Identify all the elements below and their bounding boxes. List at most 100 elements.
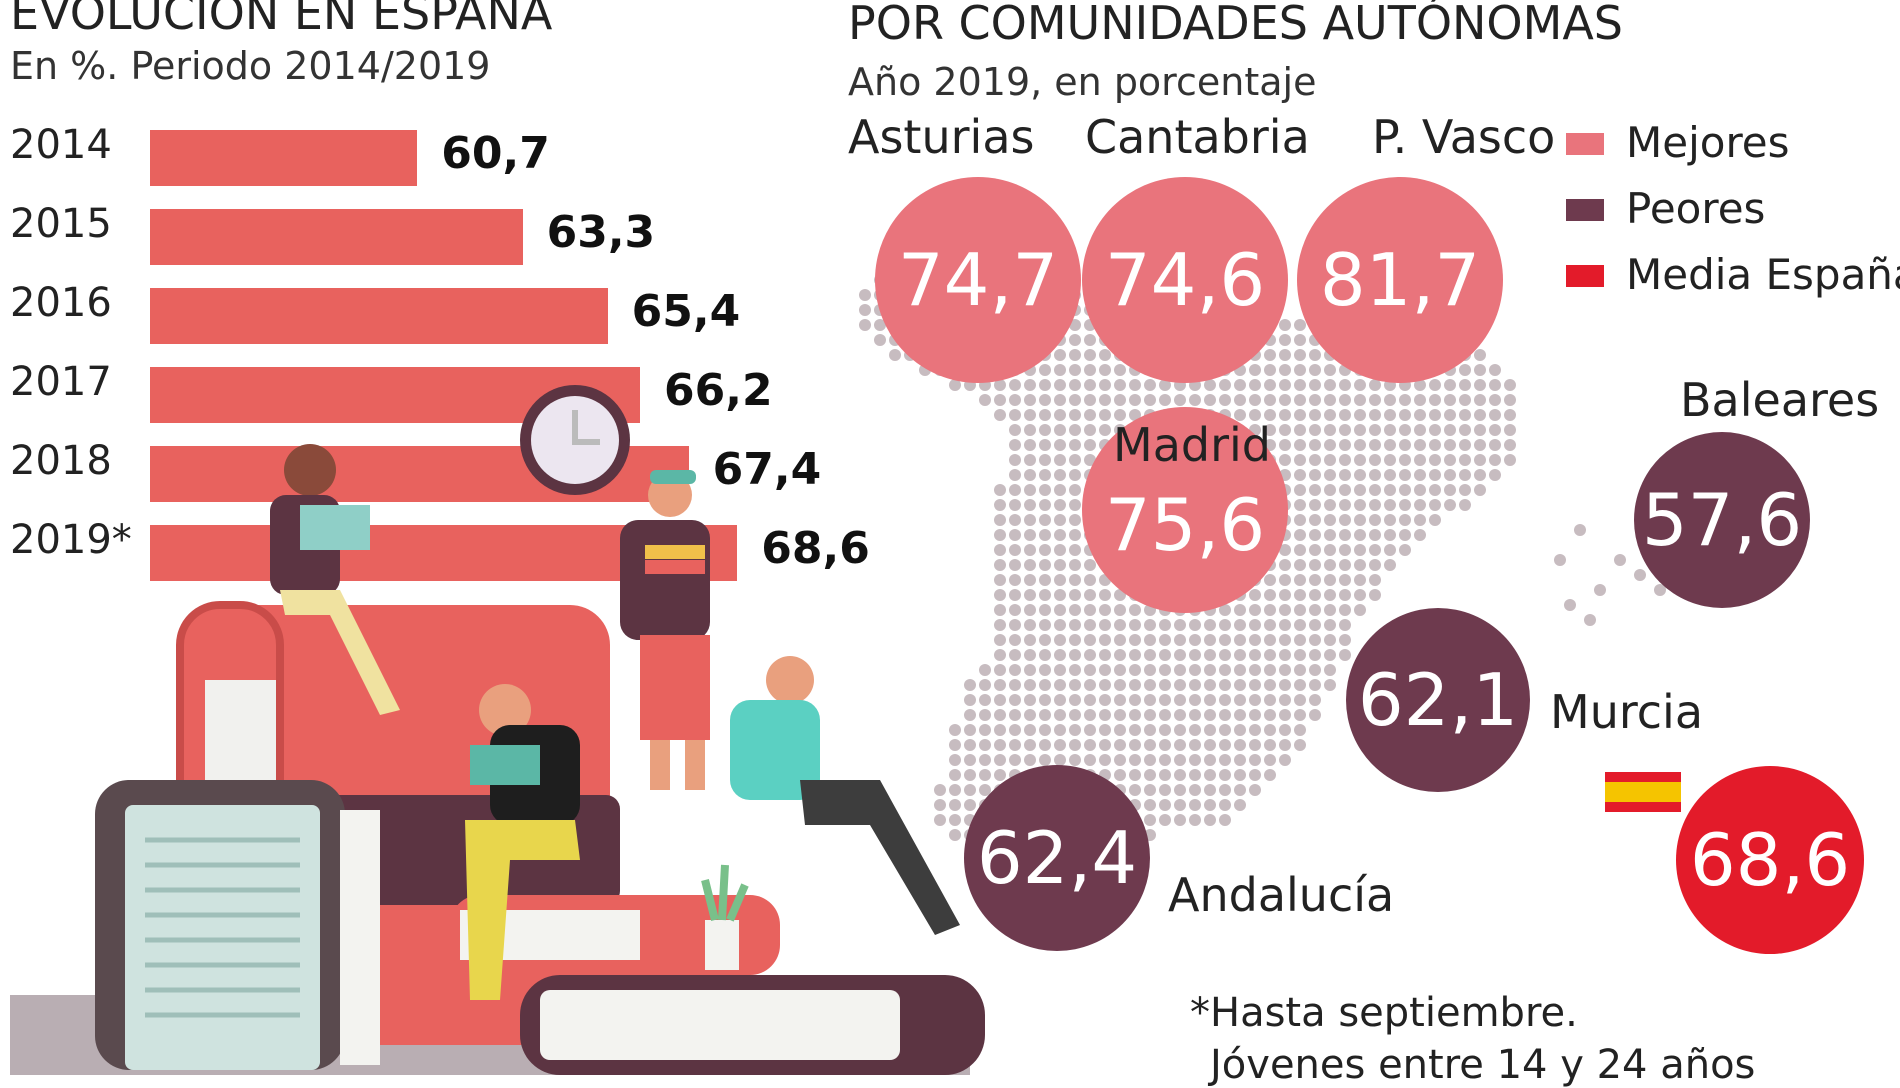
map-dot: [1279, 634, 1291, 646]
map-dot: [1219, 694, 1231, 706]
map-dot: [1294, 439, 1306, 451]
map-dot: [1324, 409, 1336, 421]
map-dot: [994, 589, 1006, 601]
map-dot: [964, 754, 976, 766]
map-dot: [1054, 589, 1066, 601]
map-dot: [1489, 439, 1501, 451]
map-dot: [1369, 454, 1381, 466]
map-dot: [1084, 379, 1096, 391]
map-dot: [1069, 664, 1081, 676]
map-dot: [1294, 709, 1306, 721]
map-dot: [1279, 649, 1291, 661]
map-dot: [1204, 754, 1216, 766]
map-dot: [1144, 739, 1156, 751]
map-dot: [1264, 409, 1276, 421]
map-dot: [1069, 364, 1081, 376]
map-dot: [1054, 694, 1066, 706]
region-value-label: 57,6: [1641, 478, 1803, 562]
map-dot: [1099, 424, 1111, 436]
map-dot: [1219, 724, 1231, 736]
map-dot: [979, 694, 991, 706]
map-dot: [1054, 649, 1066, 661]
map-dot: [1279, 319, 1291, 331]
map-dot: [1159, 814, 1171, 826]
map-dot: [994, 679, 1006, 691]
map-dot: [1279, 334, 1291, 346]
map-dot: [1249, 769, 1261, 781]
map-dot: [1144, 379, 1156, 391]
map-dot: [1174, 709, 1186, 721]
map-dot: [1069, 469, 1081, 481]
map-dot: [1039, 589, 1051, 601]
map-dot: [1069, 424, 1081, 436]
map-dot: [1429, 409, 1441, 421]
map-dot: [1399, 469, 1411, 481]
map-dot: [1384, 544, 1396, 556]
map-dot: [1204, 394, 1216, 406]
map-dot: [994, 604, 1006, 616]
map-dot: [1114, 634, 1126, 646]
map-dot: [1024, 589, 1036, 601]
map-dot: [1459, 454, 1471, 466]
map-dot: [1039, 634, 1051, 646]
map-dot: [1339, 649, 1351, 661]
map-dot: [1309, 619, 1321, 631]
map-dot: [1009, 604, 1021, 616]
map-dot: [1069, 379, 1081, 391]
map-dot: [1294, 409, 1306, 421]
map-dot: [1309, 604, 1321, 616]
map-dot: [1039, 529, 1051, 541]
map-dot: [1584, 614, 1596, 626]
map-dot: [1159, 394, 1171, 406]
map-dot: [1354, 469, 1366, 481]
map-dot: [1204, 769, 1216, 781]
map-dot: [1474, 409, 1486, 421]
map-dot: [1459, 379, 1471, 391]
map-dot: [1264, 619, 1276, 631]
map-dot: [1309, 394, 1321, 406]
map-dot: [1234, 769, 1246, 781]
bar-category-label: 2016: [10, 280, 112, 326]
map-dot: [1339, 559, 1351, 571]
map-dot: [1369, 499, 1381, 511]
map-dot: [1474, 454, 1486, 466]
map-dot: [1309, 694, 1321, 706]
map-dot: [1474, 484, 1486, 496]
map-dot: [1294, 544, 1306, 556]
bar-value-label: 63,3: [546, 207, 656, 258]
map-dot: [1069, 499, 1081, 511]
map-dot: [1294, 724, 1306, 736]
map-dot: [1129, 754, 1141, 766]
map-dot: [1414, 469, 1426, 481]
map-dot: [1474, 439, 1486, 451]
map-dot: [1174, 814, 1186, 826]
map-dot: [1054, 484, 1066, 496]
map-dot: [1264, 364, 1276, 376]
map-dot: [934, 799, 946, 811]
bar: [150, 130, 418, 186]
map-dot: [1264, 574, 1276, 586]
map-dot: [1249, 364, 1261, 376]
map-dot: [1189, 709, 1201, 721]
map-dot: [1264, 379, 1276, 391]
map-dot: [1189, 754, 1201, 766]
map-dot: [994, 394, 1006, 406]
map-dot: [1354, 439, 1366, 451]
map-dot: [1024, 634, 1036, 646]
map-dot: [1294, 574, 1306, 586]
map-dot: [1039, 754, 1051, 766]
map-dot: [1174, 769, 1186, 781]
map-dot: [1084, 649, 1096, 661]
map-dot: [1129, 694, 1141, 706]
map-dot: [1429, 484, 1441, 496]
map-dot: [1354, 589, 1366, 601]
region-name-label: Andalucía: [1168, 868, 1395, 922]
map-dot: [1159, 754, 1171, 766]
map-dot: [1084, 559, 1096, 571]
map-dot: [1554, 554, 1566, 566]
map-dot: [1324, 469, 1336, 481]
reading-people-illustration: [10, 385, 985, 1075]
map-dot: [1009, 424, 1021, 436]
map-dot: [1039, 424, 1051, 436]
map-dot: [1309, 499, 1321, 511]
